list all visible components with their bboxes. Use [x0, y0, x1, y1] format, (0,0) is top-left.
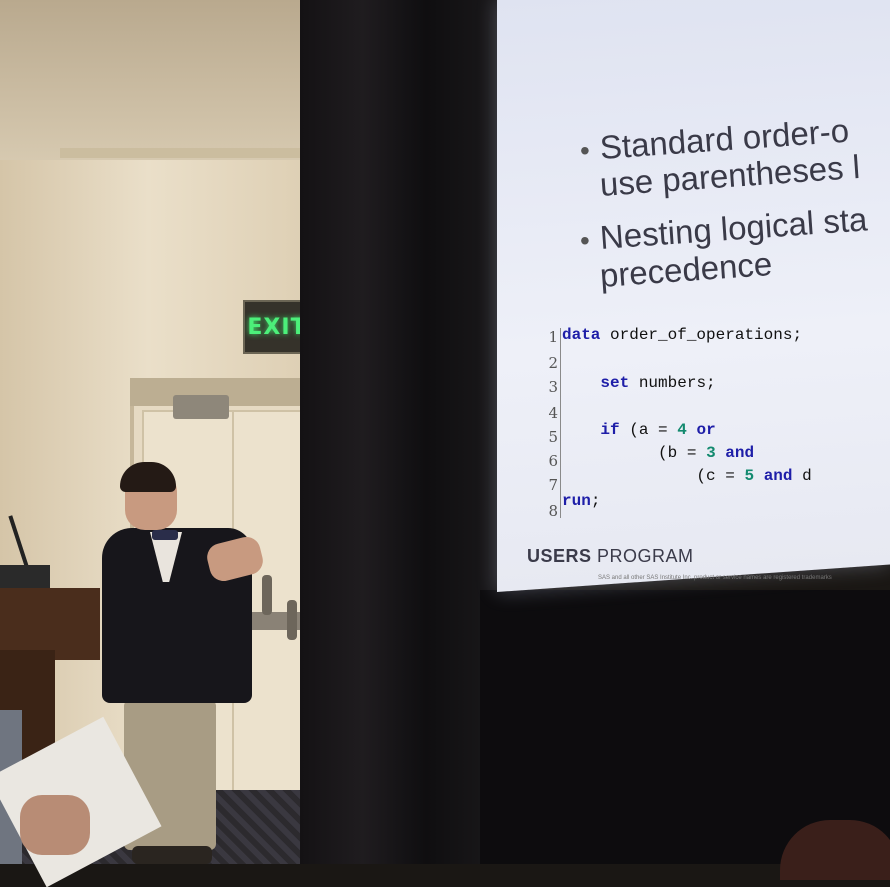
- code-line-number: 8: [548, 502, 558, 520]
- code-line-number: 1: [548, 328, 558, 346]
- code-line: (b = 3 and: [658, 444, 755, 462]
- logo-rest-part: PROGRAM: [591, 546, 694, 566]
- code-line: (c = 5 and d: [696, 466, 812, 485]
- door-handle-left: [262, 575, 272, 615]
- code-line-number: 4: [548, 404, 558, 422]
- presenter-hair: [120, 462, 176, 492]
- code-line: run;: [562, 491, 601, 510]
- logo-bold-part: USERS: [527, 546, 592, 566]
- code-line: data order_of_operations;: [562, 326, 803, 344]
- trademark-notice: SAS and all other SAS Institute Inc. pro…: [598, 575, 832, 581]
- code-line-number: 6: [548, 452, 558, 470]
- code-line-number: 5: [548, 428, 558, 446]
- code-line: set numbers;: [600, 373, 716, 392]
- door-handle-right: [287, 600, 297, 640]
- code-line: if (a = 4 or: [600, 421, 716, 440]
- upper-wall: [0, 0, 330, 170]
- code-line-number: 7: [548, 476, 558, 494]
- podium-top: [0, 588, 100, 660]
- stage-curtain: [300, 0, 510, 864]
- audience-hand: [20, 795, 90, 855]
- code-line-number: 2: [548, 354, 558, 372]
- presenter-shoes: [132, 846, 212, 864]
- code-listing: 1 data order_of_operations; 2 3 set numbers…: [548, 310, 890, 520]
- code-line-number: 3: [548, 378, 558, 396]
- wall-trim: [60, 148, 330, 158]
- bullet-dot-1: •: [580, 135, 590, 166]
- exit-sign: EXIT: [243, 300, 311, 354]
- presenter-bowtie: [152, 530, 178, 540]
- stage-shadow: [480, 590, 890, 864]
- podium-laptop: [0, 565, 50, 590]
- code-gutter-rule: [560, 328, 561, 518]
- wall-speaker: [173, 395, 229, 419]
- exit-sign-text: EXIT: [247, 314, 307, 340]
- bullet-dot-2: •: [580, 225, 590, 256]
- users-program-logo: USERS PROGRAM: [527, 546, 694, 567]
